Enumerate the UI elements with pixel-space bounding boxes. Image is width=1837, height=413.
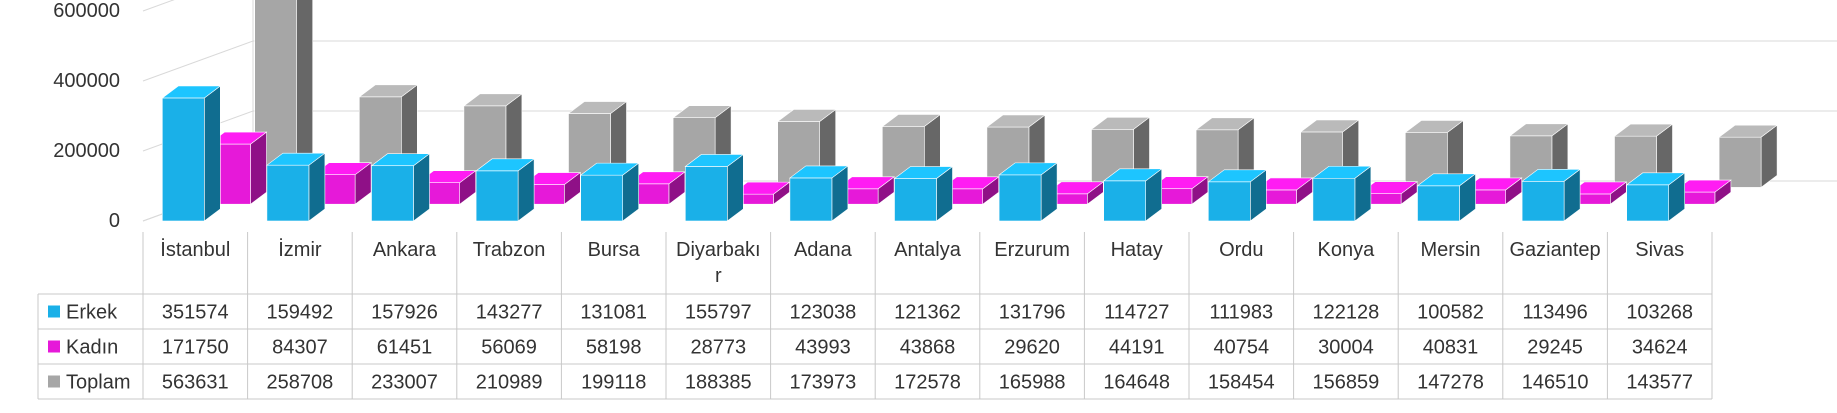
data-value: 100582 xyxy=(1417,302,1484,324)
legend-key-toplam xyxy=(48,375,60,388)
bar-erkek-sivas xyxy=(1625,172,1686,222)
bar-erkek-trabzon xyxy=(475,158,535,222)
data-value: 121362 xyxy=(894,302,961,324)
data-value: 157926 xyxy=(371,302,438,324)
category-label: Konya xyxy=(1318,239,1376,261)
data-value: 351574 xyxy=(162,302,229,324)
bar-erkek-hatay xyxy=(1102,168,1163,222)
bar-erkek-gaziantep xyxy=(1521,168,1581,222)
bar-erkek-adana xyxy=(789,165,849,222)
data-value: 164648 xyxy=(1103,372,1170,394)
data-value: 131796 xyxy=(999,302,1066,324)
data-value: 56069 xyxy=(481,337,537,359)
y-tick-label: 600000 xyxy=(53,0,120,22)
bar-erkek-diyarbakir xyxy=(684,153,745,222)
data-value: 40831 xyxy=(1423,337,1479,359)
data-value: 172578 xyxy=(894,372,961,394)
data-value: 155797 xyxy=(685,302,752,324)
category-label: Mersin xyxy=(1420,239,1480,261)
data-value: 159492 xyxy=(267,302,334,324)
data-value: 258708 xyxy=(267,372,334,394)
legend-key-erkek xyxy=(48,305,60,318)
bar-erkek-istanbul xyxy=(161,85,222,222)
data-value: 156859 xyxy=(1313,372,1380,394)
data-value: 147278 xyxy=(1417,372,1484,394)
bar-kadin-izmir xyxy=(312,162,373,205)
bar-kadin-gaziantep xyxy=(1567,181,1628,205)
legend-key-kadin xyxy=(48,340,60,353)
y-tick-label: 200000 xyxy=(53,140,120,162)
bar-erkek-ordu xyxy=(1207,169,1268,222)
bar-erkek-bursa xyxy=(579,162,640,222)
bar-kadin-erzurum xyxy=(1044,181,1105,205)
category-label: Gaziantep xyxy=(1510,239,1601,261)
bar-erkek-izmir xyxy=(265,152,326,222)
category-label: Antalya xyxy=(894,239,962,261)
category-label: Ordu xyxy=(1219,239,1263,261)
data-value: 29620 xyxy=(1004,337,1060,359)
legend-label-toplam: Toplam xyxy=(66,372,130,394)
data-value: 210989 xyxy=(476,372,543,394)
data-value: 146510 xyxy=(1522,372,1589,394)
data-table: İstanbul İzmir Ankara Trabzon Bursa Diyarbakı… xyxy=(37,232,1713,400)
bar-toplam-konya xyxy=(1404,119,1465,188)
bar-erkek-konya xyxy=(1312,165,1372,222)
data-value: 29245 xyxy=(1527,337,1583,359)
data-value: 143577 xyxy=(1626,372,1693,394)
category-label: Trabzon xyxy=(473,239,546,261)
data-value: 173973 xyxy=(790,372,857,394)
legend-label-erkek: Erkek xyxy=(66,302,118,324)
bar-erkek-antalya xyxy=(893,165,954,222)
gridline xyxy=(142,40,1837,82)
category-label: Diyarbakı r xyxy=(676,239,760,287)
bar-erkek-mersin xyxy=(1416,173,1477,222)
data-value: 131081 xyxy=(580,302,647,324)
data-value: 43993 xyxy=(795,337,851,359)
bar-toplam-sivas xyxy=(1718,124,1778,188)
data-value: 114727 xyxy=(1104,302,1169,324)
y-tick-label: 400000 xyxy=(53,70,120,92)
data-value: 123038 xyxy=(790,302,857,324)
data-value: 30004 xyxy=(1318,337,1374,359)
category-label: Erzurum xyxy=(994,239,1070,261)
data-value: 84307 xyxy=(272,337,328,359)
y-tick-label: 0 xyxy=(109,210,120,232)
category-label: İstanbul xyxy=(160,238,230,261)
data-value: 34624 xyxy=(1632,337,1688,359)
data-value: 143277 xyxy=(476,302,543,324)
category-label: Bursa xyxy=(588,239,641,261)
data-value: 165988 xyxy=(999,372,1066,394)
data-value: 113496 xyxy=(1522,302,1587,324)
bar-erkek-erzurum xyxy=(998,162,1058,222)
data-value: 44191 xyxy=(1109,337,1165,359)
data-value: 28773 xyxy=(690,337,746,359)
gridline xyxy=(142,0,175,12)
bar-kadin-diyarbakir xyxy=(730,181,791,205)
data-value: 158454 xyxy=(1208,372,1275,394)
data-value: 233007 xyxy=(371,372,438,394)
y-axis-tick-labels: 0 200000 400000 600000 xyxy=(53,0,120,232)
data-value: 122128 xyxy=(1313,302,1380,324)
data-value: 563631 xyxy=(162,372,229,394)
bar-erkek-ankara xyxy=(370,153,431,222)
data-value: 111983 xyxy=(1209,302,1273,324)
category-label: Hatay xyxy=(1111,239,1163,261)
category-label: Sivas xyxy=(1635,239,1684,261)
data-value: 40754 xyxy=(1213,337,1269,359)
legend-label-kadin: Kadın xyxy=(66,337,118,359)
bars xyxy=(161,0,1778,222)
data-value: 103268 xyxy=(1626,302,1693,324)
category-label: Ankara xyxy=(373,239,437,261)
data-value: 171750 xyxy=(162,337,229,359)
data-value: 199118 xyxy=(581,372,646,394)
data-value: 43868 xyxy=(900,337,956,359)
data-value: 61451 xyxy=(377,337,433,359)
data-value: 58198 xyxy=(586,337,642,359)
category-label: İzmir xyxy=(278,238,322,261)
data-value: 188385 xyxy=(685,372,752,394)
bar-kadin-konya xyxy=(1358,181,1418,205)
category-label: Adana xyxy=(794,239,853,261)
